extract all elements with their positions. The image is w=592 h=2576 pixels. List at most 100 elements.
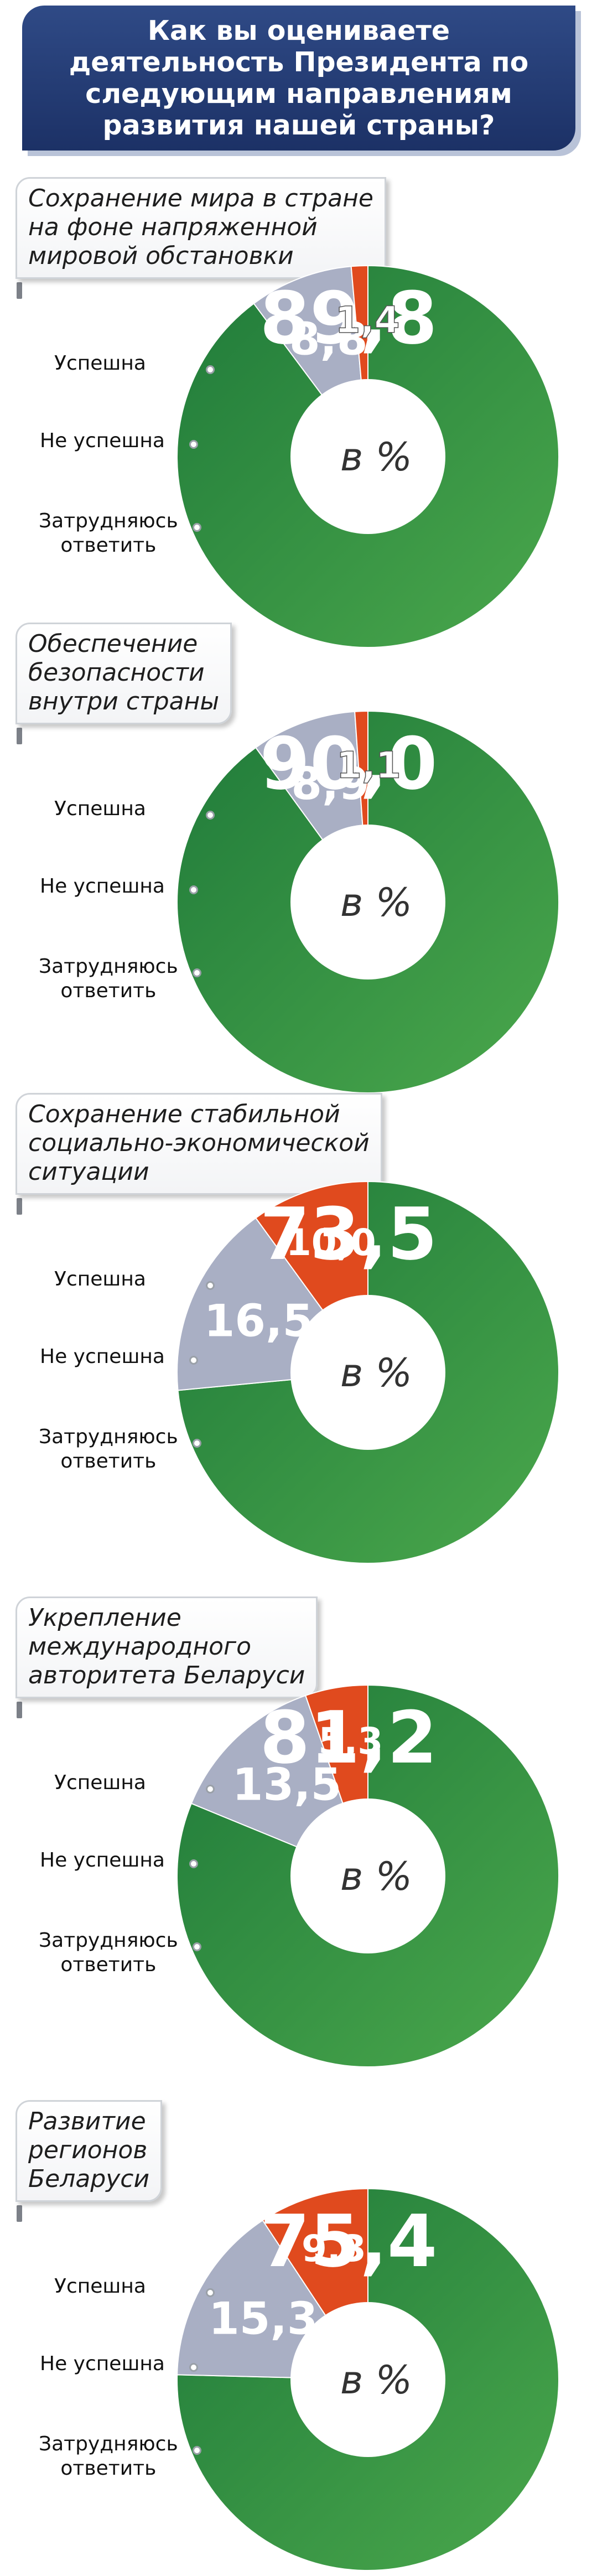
title-pin-marker — [17, 728, 22, 744]
legend-label-success: Успешна — [54, 1771, 146, 1794]
chart-section: Развитие регионов Беларуси в % 75,4 15,3 9,3 Ус… — [0, 2100, 592, 2571]
section-title: Сохранение стабильной социально-экономиче… — [15, 1093, 382, 1195]
legend-label-undecided-line2: ответить — [60, 979, 157, 1002]
value-label-success: 90,0 — [260, 722, 438, 806]
section-title-line: внутри страны — [28, 687, 220, 716]
value-label-fail: 5,3 — [318, 1720, 383, 1763]
connector-dot-fail — [189, 885, 198, 894]
page-header: Как вы оцениваете деятельность Президент… — [22, 6, 575, 151]
pie-chart: в % 73,5 16,5 10,0 — [176, 1180, 559, 1564]
title-pin-marker — [17, 1198, 22, 1215]
section-title-line: социально-экономической — [28, 1129, 370, 1157]
legend-label-success: Успешна — [54, 1268, 146, 1290]
section-title: Развитие регионов Беларуси — [15, 2100, 163, 2202]
connector-dot-undecided — [193, 1439, 201, 1448]
section-title: Сохранение мира в стране на фоне напряжен… — [15, 177, 386, 279]
title-pin-marker — [17, 282, 22, 299]
connector-dot-success — [206, 811, 215, 820]
legend-label-undecided: Затрудняюсь ответить — [39, 2432, 178, 2481]
legend-label-undecided: Затрудняюсь ответить — [39, 509, 178, 558]
pie-slice-success — [176, 710, 559, 1093]
title-pin-marker — [17, 1702, 22, 1718]
unit-label: в % — [340, 434, 412, 480]
connector-dot-undecided — [193, 968, 201, 977]
connector-dot-fail — [189, 1859, 198, 1868]
legend-label-undecided-line1: Затрудняюсь — [39, 1426, 178, 1448]
connector-dot-undecided — [193, 2446, 201, 2455]
pie-chart: в % 90,08,91,1 — [176, 710, 559, 1093]
legend-label-success: Успешна — [54, 352, 146, 375]
legend-label-undecided-line2: ответить — [60, 2457, 157, 2480]
legend-label-fail: Не успешна — [40, 429, 165, 452]
legend-label-success: Успешна — [54, 797, 146, 820]
section-title-line: авторитета Беларуси — [28, 1661, 305, 1689]
value-label-success: 89,8 — [260, 276, 438, 360]
unit-label: в % — [340, 1854, 412, 1899]
connector-dot-fail — [189, 1356, 198, 1365]
header-line: Как вы оцениваете — [147, 15, 450, 46]
legend-label-undecided-line2: ответить — [60, 1953, 157, 1976]
connector-dot-undecided — [193, 1942, 201, 1951]
value-label-undecided: 16,5 — [204, 1295, 313, 1346]
section-title-line: регионов — [28, 2136, 148, 2164]
section-title-line: ситуации — [28, 1158, 149, 1186]
legend-label-undecided-line1: Затрудняюсь — [39, 955, 178, 978]
legend-label-undecided: Затрудняюсь ответить — [39, 1929, 178, 1977]
unit-label: в % — [340, 1350, 412, 1396]
pie-chart: в % 89,88,81,4 — [176, 265, 559, 648]
section-title-line: Укрепление — [28, 1604, 181, 1632]
section-title-line: мировой обстановки — [28, 242, 294, 270]
legend-label-undecided: Затрудняюсь ответить — [39, 1425, 178, 1474]
value-label-fail: 1,1 — [336, 744, 401, 787]
section-title-line: Сохранение стабильной — [28, 1100, 340, 1128]
legend-label-undecided-line2: ответить — [60, 1450, 157, 1473]
section-title-line: Развитие — [28, 2107, 146, 2136]
value-label-success: 75,4 — [260, 2199, 438, 2283]
legend-label-undecided-line1: Затрудняюсь — [39, 1929, 178, 1952]
chart-section: Укрепление международного авторитета Белар… — [0, 1597, 592, 2067]
unit-label: в % — [340, 880, 412, 925]
section-title: Укрепление международного авторитета Белар… — [15, 1597, 318, 1698]
section-title-line: международного — [28, 1632, 252, 1661]
connector-dot-success — [206, 365, 215, 374]
legend-label-undecided-line2: ответить — [60, 534, 157, 557]
pie-chart: в % 75,4 15,3 9,3 — [176, 2188, 559, 2571]
value-label-undecided: 13,5 — [232, 1759, 341, 1811]
value-label-undecided: 15,3 — [209, 2293, 318, 2345]
chart-section: Сохранение мира в стране на фоне напряжен… — [0, 177, 592, 648]
pie-center-hole — [290, 825, 445, 979]
legend-label-undecided: Затрудняюсь ответить — [39, 955, 178, 1003]
section-title-line: Сохранение мира в стране — [28, 184, 373, 212]
legend-label-undecided-line1: Затрудняюсь — [39, 2433, 178, 2455]
value-label-undecided: 8,9 — [291, 758, 370, 810]
header-line: развития нашей страны? — [102, 110, 495, 141]
pie-center-hole — [290, 1798, 445, 1953]
chart-section: Обеспечение безопасности внутри страны в % 9… — [0, 623, 592, 1093]
connector-dot-success — [206, 1785, 215, 1794]
legend-label-fail: Не успешна — [40, 2352, 165, 2375]
value-label-success: 81,2 — [260, 1696, 438, 1780]
connector-dot-success — [206, 2288, 215, 2297]
pie-center-hole — [290, 379, 445, 534]
section-title-line: на фоне напряженной — [28, 213, 318, 241]
header-line: деятельность Президента по — [69, 46, 529, 78]
value-label-fail: 10,0 — [286, 1221, 376, 1264]
connector-dot-success — [206, 1281, 215, 1290]
section-title-line: Беларуси — [28, 2165, 150, 2193]
legend-label-undecided-line1: Затрудняюсь — [39, 510, 178, 532]
value-label-success: 73,5 — [260, 1192, 438, 1276]
header-line: следующим направлениям — [85, 78, 512, 110]
legend-label-fail: Не успешна — [40, 875, 165, 898]
chart-section: Сохранение стабильной социально-экономиче… — [0, 1093, 592, 1564]
value-label-undecided: 8,8 — [289, 313, 368, 365]
value-label-fail: 1,4 — [335, 299, 400, 341]
legend-label-fail: Не успешна — [40, 1345, 165, 1368]
legend-label-success: Успешна — [54, 2275, 146, 2298]
connector-dot-fail — [189, 2363, 198, 2372]
pie-chart: в % 81,213,55,3 — [176, 1684, 559, 2067]
value-label-fail: 9,3 — [302, 2227, 366, 2270]
pie-center-hole — [290, 1295, 445, 1450]
title-pin-marker — [17, 2205, 22, 2222]
section-title: Обеспечение безопасности внутри страны — [15, 623, 232, 724]
pie-center-hole — [290, 2302, 445, 2457]
